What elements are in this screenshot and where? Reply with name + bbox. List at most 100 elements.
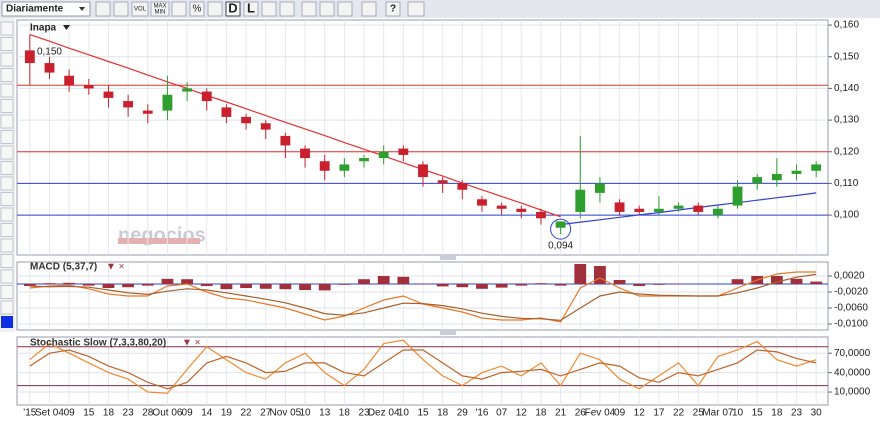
macd-histogram-bar — [810, 281, 823, 284]
l-button[interactable] — [243, 1, 259, 17]
macd-histogram-bar — [161, 278, 174, 284]
stochastic-menu[interactable]: ▼ × — [182, 338, 201, 349]
x-tick-label: 09 — [182, 408, 194, 419]
tool-button[interactable] — [0, 83, 14, 98]
crosshair2-button[interactable] — [279, 1, 295, 17]
candle-body — [378, 151, 389, 159]
x-tick-label: 17 — [653, 408, 665, 419]
tool-button[interactable] — [0, 269, 14, 284]
macd-histogram-bar — [594, 266, 606, 284]
tool-button[interactable] — [0, 99, 14, 113]
macd-histogram-bar — [240, 284, 252, 288]
candle-body — [477, 199, 487, 206]
fill-button[interactable] — [207, 1, 223, 17]
tool-button[interactable] — [0, 300, 14, 315]
macd-histogram-bar — [731, 279, 744, 284]
panel-splitter[interactable] — [440, 331, 456, 335]
zoom-out-button[interactable] — [319, 1, 335, 17]
macd-histogram-bar — [515, 284, 528, 286]
candle-body — [595, 183, 605, 193]
maxmin-button[interactable] — [150, 1, 170, 17]
tool-button[interactable] — [113, 1, 129, 17]
x-tick-label: 18 — [339, 408, 351, 419]
zoom-in-button[interactable] — [337, 1, 353, 17]
tool-button[interactable] — [0, 176, 14, 191]
y-tick-label: 0,110 — [834, 178, 859, 189]
watermark-bar — [118, 238, 200, 244]
trend-line — [560, 192, 817, 226]
x-tick-label: 26 — [575, 408, 587, 419]
line-tool-button[interactable] — [301, 1, 317, 17]
percent-button[interactable] — [189, 1, 205, 17]
x-tick-label: 19 — [221, 408, 233, 419]
x-tick-label: Set 04 — [35, 408, 64, 419]
candle-body — [280, 135, 291, 146]
tool-button[interactable] — [0, 254, 14, 268]
tool-button[interactable] — [0, 223, 14, 237]
macd-histogram-bar — [43, 283, 56, 284]
tool-button[interactable] — [95, 1, 111, 17]
tool-button[interactable] — [0, 68, 14, 82]
macd-histogram-bar — [613, 280, 626, 284]
candle-body — [319, 161, 330, 171]
candle-body — [418, 164, 428, 178]
x-tick-label: 22 — [241, 408, 253, 419]
candle-body — [673, 205, 684, 209]
tool-button[interactable] — [0, 192, 14, 206]
tool-button[interactable] — [0, 21, 14, 36]
candle-body — [123, 101, 134, 108]
d-button[interactable] — [225, 1, 241, 17]
y-tick-label: 0,0020 — [834, 271, 865, 282]
y-tick-label: 0,160 — [834, 20, 859, 31]
candle-body — [339, 164, 350, 171]
candle-body — [103, 91, 114, 98]
x-tick-label: 07 — [496, 408, 508, 419]
macd-menu[interactable]: ▼ × — [106, 262, 125, 273]
tool-button[interactable] — [0, 161, 14, 175]
x-tick-label: 28 — [142, 408, 154, 419]
macd-histogram-bar — [770, 276, 783, 284]
y-tick-label: 70,0000 — [834, 348, 871, 359]
x-tick-label: 29 — [457, 408, 469, 419]
candle-body — [457, 183, 468, 190]
tool-button[interactable] — [0, 285, 14, 299]
x-tick-label: 18 — [437, 408, 449, 419]
tool-button[interactable] — [0, 52, 14, 67]
candle-body — [44, 63, 55, 73]
x-tick-label: 10 — [299, 408, 311, 419]
candle-body — [260, 123, 271, 130]
tool-button[interactable] — [0, 238, 14, 253]
candle-body — [653, 208, 664, 212]
vol-button[interactable] — [131, 1, 149, 17]
help-icon: ? — [390, 4, 396, 15]
candle-body — [614, 202, 625, 212]
tool-button[interactable] — [0, 114, 14, 129]
l-label: L — [247, 0, 255, 15]
period-select[interactable] — [1, 1, 91, 17]
y-tick-label: -0,0060 — [834, 303, 868, 314]
grid-button[interactable] — [171, 1, 187, 17]
macd-histogram-bar — [574, 264, 587, 284]
panel-splitter[interactable] — [440, 256, 456, 260]
help-button[interactable] — [385, 1, 401, 17]
book-button[interactable] — [407, 1, 425, 17]
macd-histogram-bar — [122, 284, 135, 288]
tool-button[interactable] — [0, 37, 14, 51]
period-label: Diariamente — [6, 4, 64, 15]
tool-button[interactable] — [0, 207, 14, 222]
macd-histogram-bar — [377, 276, 390, 284]
tool-button[interactable] — [0, 130, 14, 144]
y-tick-label: 0,100 — [834, 210, 859, 221]
price-annotation: 0,150 — [37, 46, 62, 57]
macd-histogram-bar — [279, 284, 292, 290]
macd-histogram-bar — [456, 284, 469, 288]
x-tick-label: 15 — [83, 408, 95, 419]
print-button[interactable] — [361, 1, 377, 17]
title-dropdown[interactable] — [63, 25, 70, 30]
candle-body — [634, 208, 645, 212]
tool-button[interactable] — [0, 145, 14, 160]
crosshair-button[interactable] — [261, 1, 277, 17]
macd-histogram-bar — [82, 284, 95, 286]
color-button[interactable] — [1, 316, 13, 328]
x-tick-label: 22 — [673, 408, 685, 419]
